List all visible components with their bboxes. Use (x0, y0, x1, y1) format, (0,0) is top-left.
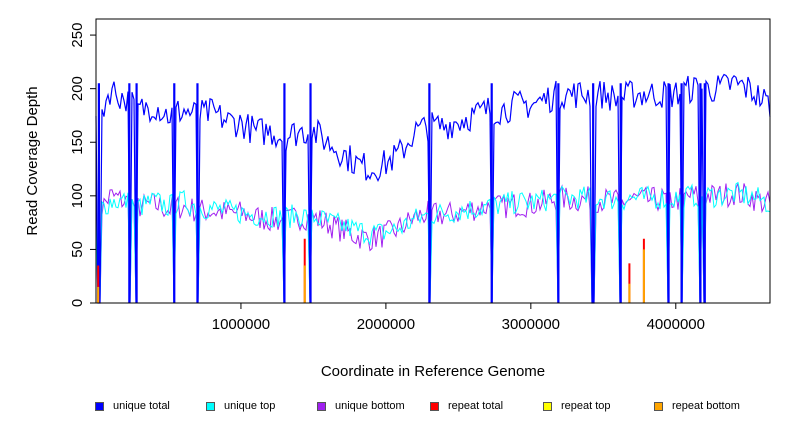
x-tick-label: 2000000 (357, 316, 415, 333)
legend-label: repeat top (561, 400, 611, 412)
x-axis-label: Coordinate in Reference Genome (321, 363, 545, 380)
x-tick-label: 4000000 (647, 316, 705, 333)
legend-label: repeat bottom (672, 400, 740, 412)
y-tick-label: 100 (69, 183, 86, 208)
legend-item-repeat-total: repeat total (430, 400, 503, 412)
y-tick-label: 150 (69, 130, 86, 155)
series-line-unique-top (95, 181, 771, 304)
legend-swatch (206, 401, 215, 411)
legend-item-repeat-top: repeat top (543, 400, 611, 412)
legend-item-repeat-bottom: repeat bottom (654, 400, 740, 412)
y-tick-label: 200 (69, 76, 86, 101)
legend-label: unique top (224, 400, 276, 412)
x-tick-label: 3000000 (502, 316, 560, 333)
legend-swatch (654, 401, 663, 411)
x-tick-label: 1000000 (212, 316, 270, 333)
legend-swatch (95, 401, 104, 411)
legend: unique total unique top unique bottom repea… (0, 400, 792, 420)
legend-item-unique-bottom: unique bottom (317, 400, 405, 412)
legend-swatch (317, 401, 326, 411)
series-line-unique-total (95, 73, 771, 304)
y-axis-label: Read Coverage Depth (24, 86, 41, 235)
y-tick-label: 0 (69, 299, 86, 307)
legend-item-unique-total: unique total (95, 400, 170, 412)
legend-swatch (543, 401, 552, 411)
plot-frame (95, 18, 771, 304)
legend-label: unique total (113, 400, 170, 412)
y-tick-label: 250 (69, 23, 86, 48)
legend-swatch (430, 401, 439, 411)
legend-item-unique-top: unique top (206, 400, 275, 412)
legend-label: repeat total (448, 400, 504, 412)
axes: 0 50 100 150 200 250 1000000 2000000 3000000 4000… (69, 23, 705, 333)
plot-area (95, 73, 771, 304)
legend-label: unique bottom (335, 400, 405, 412)
y-tick-label: 50 (69, 241, 86, 258)
